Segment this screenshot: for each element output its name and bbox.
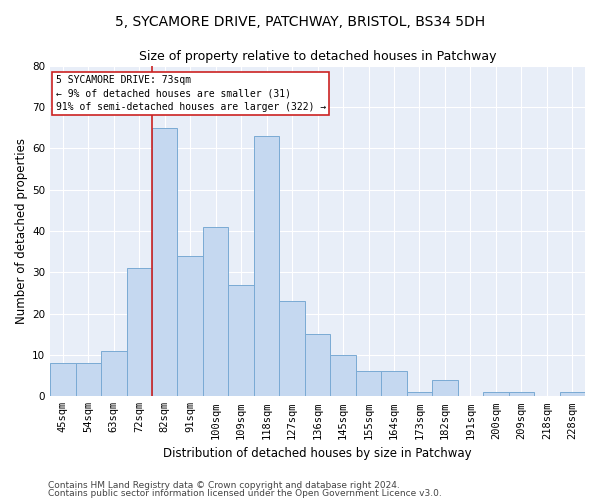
Text: Contains HM Land Registry data © Crown copyright and database right 2024.: Contains HM Land Registry data © Crown c… [48, 480, 400, 490]
Text: 5 SYCAMORE DRIVE: 73sqm
← 9% of detached houses are smaller (31)
91% of semi-det: 5 SYCAMORE DRIVE: 73sqm ← 9% of detached… [56, 76, 326, 112]
Bar [178, 256, 203, 396]
Text: Contains public sector information licensed under the Open Government Licence v3: Contains public sector information licen… [48, 489, 442, 498]
Bar [50, 363, 76, 396]
Bar [509, 392, 534, 396]
Y-axis label: Number of detached properties: Number of detached properties [15, 138, 28, 324]
Bar [254, 136, 280, 396]
Bar [356, 372, 381, 396]
Bar [229, 284, 254, 397]
Bar [101, 351, 127, 397]
Bar [407, 392, 432, 396]
Bar [127, 268, 152, 396]
Title: Size of property relative to detached houses in Patchway: Size of property relative to detached ho… [139, 50, 496, 63]
Bar [432, 380, 458, 396]
Bar [203, 227, 229, 396]
Bar [381, 372, 407, 396]
Bar [560, 392, 585, 396]
Text: 5, SYCAMORE DRIVE, PATCHWAY, BRISTOL, BS34 5DH: 5, SYCAMORE DRIVE, PATCHWAY, BRISTOL, BS… [115, 15, 485, 29]
Bar [483, 392, 509, 396]
Bar [280, 301, 305, 396]
X-axis label: Distribution of detached houses by size in Patchway: Distribution of detached houses by size … [163, 447, 472, 460]
Bar [76, 363, 101, 396]
Bar [305, 334, 331, 396]
Bar [331, 355, 356, 397]
Bar [152, 128, 178, 396]
